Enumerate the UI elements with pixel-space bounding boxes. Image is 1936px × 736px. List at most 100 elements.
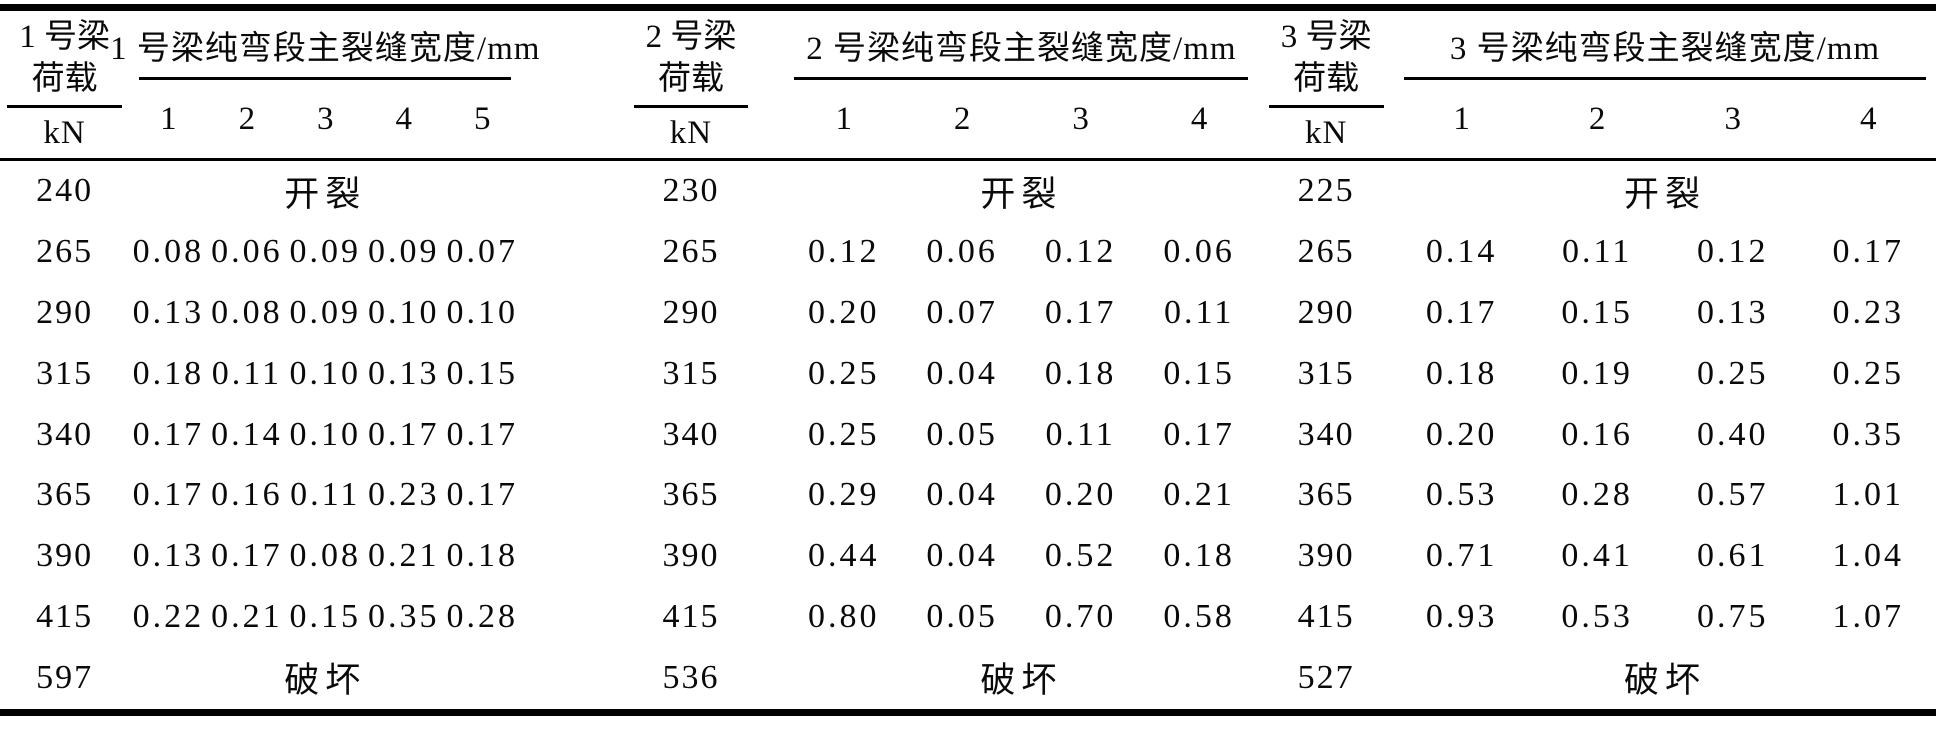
crack-width-value: 0.04 [926, 354, 998, 392]
crack-values: 开裂 [129, 161, 561, 222]
crack-width-value: 0.16 [211, 476, 283, 514]
crack-width-value: 0.09 [289, 293, 362, 331]
row-section-beam-3: 365 0.53 0.28 0.57 1.01 [1258, 465, 1936, 526]
crack-subcolumns: 1 2 3 4 [1394, 80, 1936, 158]
crack-width-value: 0.15 [1561, 293, 1633, 331]
crack-width-value: 0.13 [132, 293, 205, 331]
crack-column-header: 1 [1453, 100, 1470, 137]
crack-values: 0.13 0.17 0.08 0.21 0.18 [129, 526, 561, 587]
row-section-beam-1: 240 开裂 [0, 161, 561, 222]
table-bottom-rule [0, 709, 1936, 716]
crack-width-value: 0.07 [926, 293, 998, 331]
table-body: 240 开裂 230 开裂 225 开裂 265 0.08 0.06 0.09 0.09 0.07 26… [0, 161, 1936, 708]
load-header-line: 荷载 [31, 60, 98, 97]
crack-width-value: 0.11 [290, 476, 361, 514]
crack-width-value: 0.17 [368, 415, 440, 453]
header-section-beam-3: 3 号梁 荷载 kN 3 号梁纯弯段主裂缝宽度/mm 1 2 3 4 [1258, 12, 1936, 158]
crack-width-value: 0.17 [446, 476, 518, 514]
crack-width-value: 0.28 [446, 597, 518, 635]
row-section-beam-2: 536 破坏 [561, 647, 1258, 708]
crack-width-value: 0.04 [926, 537, 998, 575]
crack-width-value: 0.23 [368, 476, 440, 514]
crack-width-value: 0.12 [807, 233, 880, 271]
load-header: 3 号梁 荷载 [1268, 12, 1384, 108]
crack-width-value: 0.23 [1832, 293, 1904, 331]
status-label: 破坏 [284, 661, 367, 701]
crack-width-group: 2 号梁纯弯段主裂缝宽度/mm 1 2 3 4 [784, 12, 1258, 158]
load-value: 415 [662, 597, 720, 635]
crack-width-value: 1.01 [1832, 476, 1904, 514]
table-row: 415 0.22 0.21 0.15 0.35 0.28 415 0.80 0.05 0.70 0.… [0, 586, 1936, 647]
status-label: 开裂 [1623, 174, 1706, 214]
row-section-beam-1: 340 0.17 0.14 0.10 0.17 0.17 [0, 404, 561, 465]
row-section-beam-2: 315 0.25 0.04 0.18 0.15 [561, 343, 1258, 404]
table-row: 315 0.18 0.11 0.10 0.13 0.15 315 0.25 0.04 0.18 0.… [0, 343, 1936, 404]
crack-width-value: 0.11 [1164, 293, 1235, 331]
load-column-header: 1 号梁 荷载 kN [0, 12, 129, 158]
crack-width-value: 0.11 [1562, 233, 1633, 271]
crack-width-value: 0.17 [132, 415, 205, 453]
crack-width-value: 0.10 [289, 354, 362, 392]
row-section-beam-3: 315 0.18 0.19 0.25 0.25 [1258, 343, 1936, 404]
load-value: 240 [36, 172, 94, 210]
load-value: 265 [36, 233, 94, 271]
crack-column-header: 2 [953, 100, 971, 137]
table-row: 340 0.17 0.14 0.10 0.17 0.17 340 0.25 0.05 0.11 0.… [0, 404, 1936, 465]
crack-width-value: 0.25 [807, 354, 880, 392]
crack-column-header: 1 [835, 100, 852, 137]
crack-width-value: 0.08 [289, 537, 362, 575]
row-section-beam-1: 315 0.18 0.11 0.10 0.13 0.15 [0, 343, 561, 404]
table-top-rule [0, 4, 1936, 11]
crack-column-header: 4 [1190, 100, 1208, 137]
crack-width-value: 0.14 [1425, 233, 1498, 271]
load-value: 315 [36, 354, 94, 392]
crack-values: 0.13 0.08 0.09 0.10 0.10 [129, 283, 561, 344]
crack-width-value: 0.25 [1832, 354, 1904, 392]
crack-values: 0.14 0.11 0.12 0.17 [1394, 222, 1936, 283]
crack-column-header: 1 [160, 100, 177, 137]
table-row: 290 0.13 0.08 0.09 0.10 0.10 290 0.20 0.07 0.17 0.… [0, 283, 1936, 344]
crack-width-value: 0.61 [1696, 537, 1769, 575]
crack-width-value: 0.05 [926, 415, 998, 453]
load-header-line: 荷载 [1293, 60, 1360, 97]
crack-column-header: 3 [1724, 100, 1741, 137]
row-section-beam-3: 265 0.14 0.11 0.12 0.17 [1258, 222, 1936, 283]
load-value: 415 [1297, 597, 1355, 635]
crack-width-value: 0.17 [132, 476, 205, 514]
crack-values: 0.25 0.04 0.18 0.15 [784, 343, 1258, 404]
row-section-beam-2: 340 0.25 0.05 0.11 0.17 [561, 404, 1258, 465]
load-value: 390 [36, 537, 94, 575]
crack-values: 0.80 0.05 0.70 0.58 [784, 586, 1258, 647]
crack-values: 破坏 [129, 647, 561, 708]
crack-width-value: 0.08 [211, 293, 283, 331]
row-section-beam-3: 415 0.93 0.53 0.75 1.07 [1258, 586, 1936, 647]
crack-width-group: 3 号梁纯弯段主裂缝宽度/mm 1 2 3 4 [1394, 12, 1936, 158]
crack-width-value: 0.21 [1163, 476, 1235, 514]
load-header: 1 号梁 荷载 [7, 12, 122, 108]
row-section-beam-3: 390 0.71 0.41 0.61 1.04 [1258, 526, 1936, 587]
crack-width-value: 0.44 [807, 537, 880, 575]
crack-width-value: 0.18 [1425, 354, 1498, 392]
load-unit-label: kN [669, 114, 713, 151]
row-section-beam-2: 365 0.29 0.04 0.20 0.21 [561, 465, 1258, 526]
load-value: 390 [1297, 537, 1355, 575]
crack-values: 0.18 0.19 0.25 0.25 [1394, 343, 1936, 404]
crack-width-value: 0.15 [446, 354, 518, 392]
crack-values: 0.44 0.04 0.52 0.18 [784, 526, 1258, 587]
crack-width-value: 0.21 [368, 537, 440, 575]
crack-width-value: 0.41 [1561, 537, 1633, 575]
crack-column-header: 2 [1588, 100, 1606, 137]
crack-width-value: 0.93 [1425, 597, 1498, 635]
crack-width-value: 0.53 [1561, 597, 1633, 635]
crack-width-value: 0.40 [1696, 415, 1769, 453]
row-section-beam-1: 290 0.13 0.08 0.09 0.10 0.10 [0, 283, 561, 344]
crack-values: 0.17 0.14 0.10 0.17 0.17 [129, 404, 561, 465]
crack-width-value: 0.52 [1044, 537, 1117, 575]
row-section-beam-3: 225 开裂 [1258, 161, 1936, 222]
crack-width-value: 0.04 [926, 476, 998, 514]
load-value: 536 [662, 658, 720, 696]
load-value: 365 [662, 476, 720, 514]
crack-width-value: 0.19 [1561, 354, 1633, 392]
row-section-beam-1: 365 0.17 0.16 0.11 0.23 0.17 [0, 465, 561, 526]
crack-width-value: 0.08 [132, 233, 205, 271]
